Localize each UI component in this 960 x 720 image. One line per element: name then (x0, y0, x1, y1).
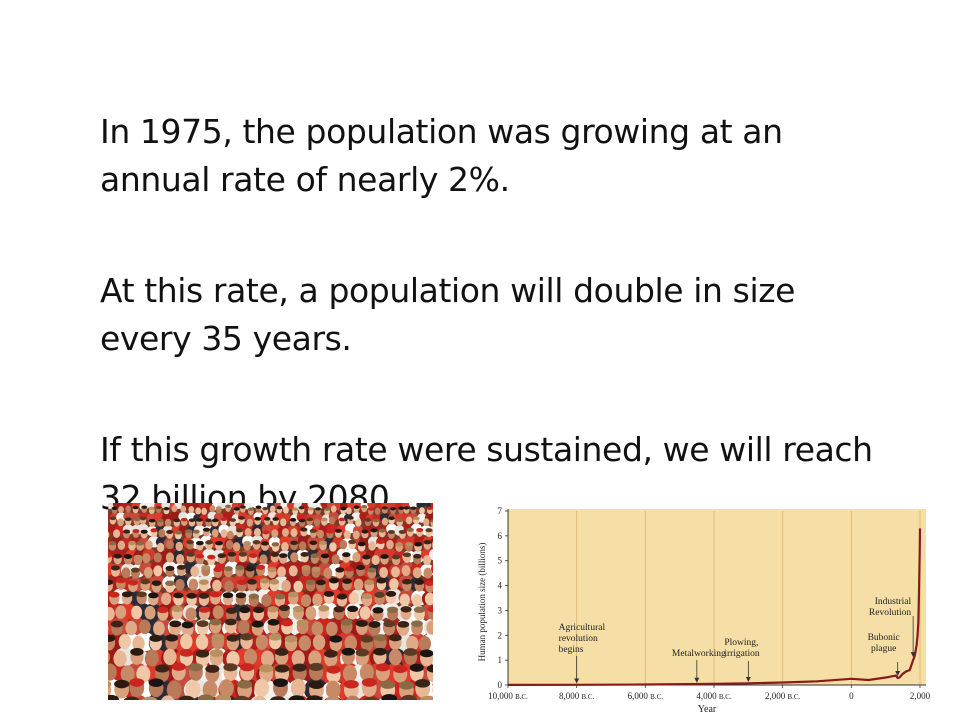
crowd-illustration (108, 503, 433, 700)
annotation-plague-arrowhead (895, 671, 901, 677)
y-tick-label: 3 (498, 605, 503, 615)
x-tick-label: 6,000 B.C. (628, 691, 664, 701)
y-tick-label: 6 (498, 531, 503, 541)
x-tick-label: 8,000 B.C. (559, 691, 595, 701)
paragraph-projection: If this growth rate were sustained, we w… (100, 430, 873, 517)
annotation-metalworking-text: Metalworking (672, 649, 726, 659)
paragraph-growth-rate: In 1975, the population was growing at a… (100, 112, 783, 199)
annotation-plague-text: plague (871, 644, 896, 654)
annotation-industrial-arrowhead (910, 652, 916, 658)
y-tick-label: 0 (498, 680, 503, 690)
annotation-agricultural-arrowhead (574, 678, 580, 684)
crowd-photo (108, 503, 433, 700)
annotation-agricultural-text: Agricultural (559, 623, 606, 633)
y-tick-label: 2 (498, 630, 503, 640)
population-line (507, 528, 922, 686)
annotation-industrial-text: Industrial (875, 597, 912, 607)
y-tick-label: 4 (498, 581, 503, 591)
annotation-agricultural-text: revolution (559, 634, 598, 644)
x-tick-label: 2,000 B.C. (765, 691, 801, 701)
population-chart: 0 1 2 3 4 5 6 7 10,000 B.C. 8,000 B.C. 6,000 B.C. 4… (474, 503, 930, 720)
y-axis-label: Human population size (billions) (477, 543, 487, 662)
annotation-metalworking-arrowhead (694, 677, 700, 683)
paragraph-doubling-time: At this rate, a population will double i… (100, 271, 796, 358)
population-chart-svg: 0 1 2 3 4 5 6 7 10,000 B.C. 8,000 B.C. 6,000 B.C. 4… (477, 506, 930, 715)
y-tick-label: 1 (498, 655, 503, 665)
annotation-industrial-text: Revolution (869, 608, 911, 618)
y-tick-label: 5 (498, 556, 503, 566)
x-tick-label: 10,000 B.C. (488, 691, 528, 701)
annotation-plowing-arrowhead (745, 677, 751, 683)
annotation-plowing-text: Plowing, (724, 638, 758, 648)
x-tick-label: 2,000 (910, 691, 930, 701)
plot-background (508, 509, 926, 685)
annotation-plague-text: Bubonic (868, 633, 900, 643)
x-tick-label: 4,000 B.C. (696, 691, 732, 701)
x-axis-label: Year (698, 704, 717, 715)
annotation-agricultural-text: begins (559, 645, 584, 655)
x-tick-label: 0 (849, 691, 854, 701)
y-tick-label: 7 (498, 506, 503, 516)
annotation-plowing-text: irrigation (724, 649, 760, 659)
